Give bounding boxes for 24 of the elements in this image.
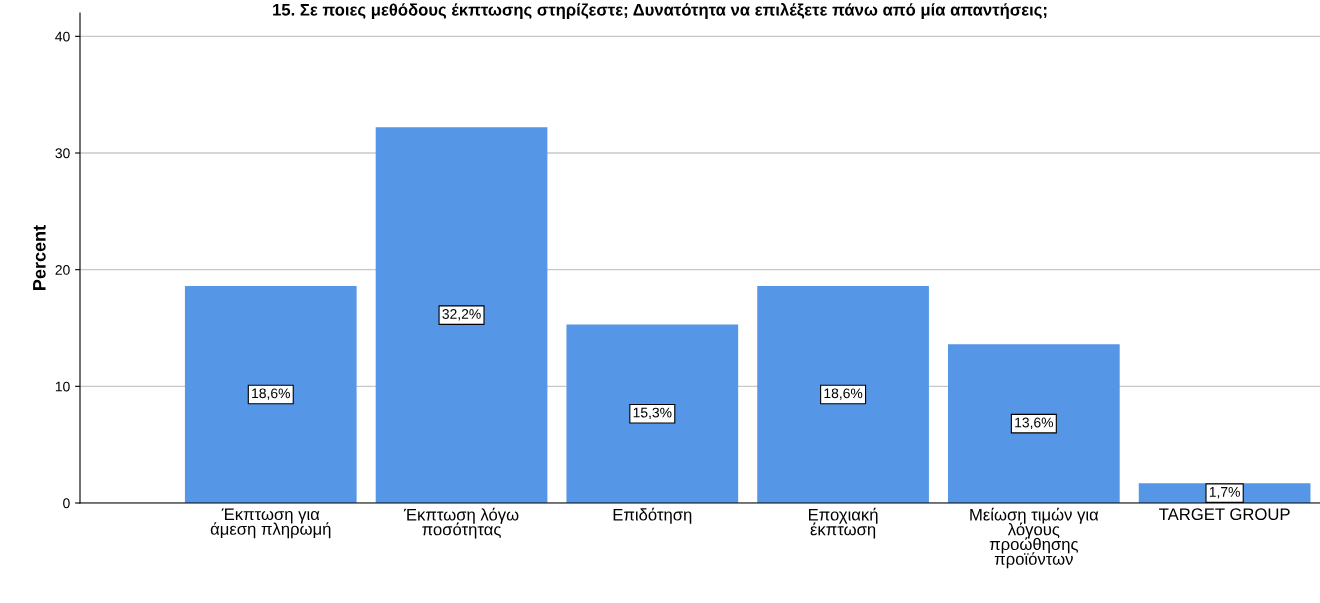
x-tick-label: TARGET GROUP [1159,508,1290,521]
x-tick-label: Μείωση τιμών για λόγους προώθησης προϊόντων [970,507,1099,569]
x-tick-label: Έκπτωση για άμεση πληρωμή [210,508,331,539]
y-tick-label: 10 [55,381,70,392]
bar [184,286,357,503]
x-tick-label: Έκπτωση λόγω ποσότητας [403,507,519,539]
bar [375,127,548,503]
data-label: 18,6% [252,388,290,400]
data-label: 13,6% [1015,417,1054,430]
y-tick-label: 20 [55,265,70,275]
bar [757,286,929,503]
y-tick-label: 40 [55,31,70,42]
data-label: 15,3% [633,407,672,420]
bar [566,324,739,503]
data-label: 32,2% [442,309,481,321]
data-label: 1,7% [1209,487,1240,499]
data-label: 18,6% [824,388,863,400]
y-tick-label: 0 [63,498,70,509]
x-tick-label: Εποχιακή έκπτωση [808,507,878,539]
x-tick-label: Επιδότηση [613,507,692,524]
y-tick-label: 30 [55,148,70,159]
y-axis-title: Percent [33,225,46,290]
bar [948,344,1120,503]
chart-title: 15. Σε ποιες μεθόδους έκπτωσης στηρίζεστε; Δυνατότητα να επιλέξετε πάνω από μία απαντήσεις; [273,3,1047,19]
